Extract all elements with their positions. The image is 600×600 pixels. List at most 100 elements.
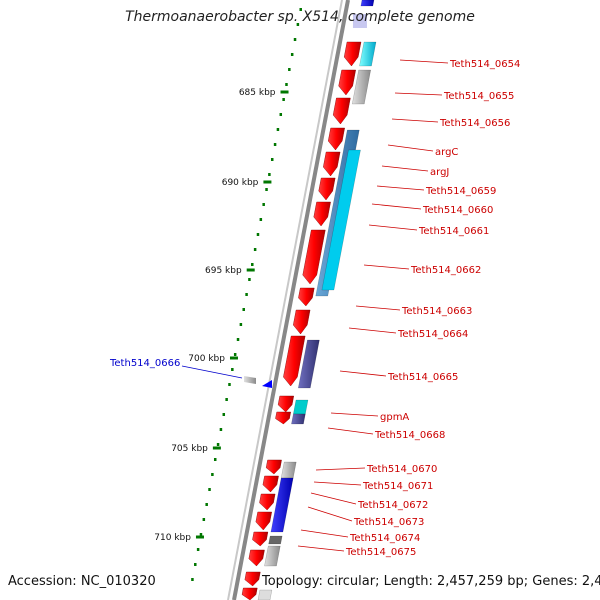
scale-dot xyxy=(296,23,300,26)
gene-label[interactable]: Teth514_0665 xyxy=(387,372,458,383)
gene-label[interactable]: Teth514_0671 xyxy=(362,481,433,492)
scale-dot xyxy=(268,173,271,176)
gene-label[interactable]: Teth514_0655 xyxy=(443,91,514,102)
forward-gene-arrow xyxy=(265,459,282,475)
scale-dot xyxy=(273,143,277,146)
label-leader-line xyxy=(297,545,345,552)
gene-label[interactable]: Teth514_0675 xyxy=(345,547,416,558)
forward-gene-arrow xyxy=(259,493,276,511)
forward-gene-arrow xyxy=(338,69,356,96)
forward-gene-arrow xyxy=(252,531,269,547)
label-leaders xyxy=(181,59,449,552)
scale-dot xyxy=(213,458,217,461)
label-leader-line xyxy=(181,365,243,379)
gene-bar xyxy=(359,41,377,67)
forward-gene-arrow xyxy=(244,571,261,587)
scale-dot xyxy=(251,263,254,266)
forward-gene-arrow xyxy=(248,549,265,567)
backbone-inner xyxy=(227,0,343,600)
forward-gene-arrow xyxy=(293,309,311,335)
scale-dot xyxy=(231,368,234,371)
label-leader-line xyxy=(315,467,366,471)
scale-dot xyxy=(191,578,194,581)
scale-dot xyxy=(236,338,240,341)
gene-bar xyxy=(270,477,294,533)
backbone-outer xyxy=(232,0,350,600)
forward-gene-arrow xyxy=(332,97,351,125)
scale-ruler: 685 kbp 690 kbp 695 kbp 700 kbp 705 kbp 710 k… xyxy=(154,8,302,581)
gene-bar xyxy=(291,413,306,425)
gene-bar xyxy=(352,14,367,28)
scale-dot xyxy=(194,563,197,566)
label-leader-line xyxy=(368,224,418,231)
topology-text: Topology: circular; Length: 2,457,259 bp… xyxy=(262,574,600,589)
scale-dot xyxy=(288,68,291,71)
gene-labels: Teth514_0654 Teth514_0655 Teth514_0656 argC… xyxy=(109,59,520,558)
gene-bar xyxy=(321,149,361,291)
scale-tick xyxy=(263,180,272,184)
forward-gene-arrow xyxy=(262,475,279,493)
gene-label[interactable]: argC xyxy=(435,147,458,158)
forward-gene-arrow xyxy=(283,335,306,387)
label-leader-line xyxy=(387,144,434,152)
scale-dot xyxy=(262,203,265,206)
forward-gene-arrow xyxy=(343,41,362,67)
scale-dot xyxy=(199,533,203,536)
label-leader-line xyxy=(355,305,401,311)
scale-dot xyxy=(276,128,280,131)
scale-dot xyxy=(279,113,283,116)
label-leader-line xyxy=(371,203,422,210)
label-leader-line xyxy=(391,118,439,123)
gene-label[interactable]: Teth514_0662 xyxy=(410,265,481,276)
gene-label[interactable]: Teth514_0674 xyxy=(349,533,420,544)
scale-dot xyxy=(233,353,237,356)
gene-label[interactable]: gpmA xyxy=(380,412,409,423)
scale-dot xyxy=(239,323,243,326)
scale-dot xyxy=(293,38,297,41)
scale-dot xyxy=(253,248,257,251)
gene-label[interactable]: Teth514_0670 xyxy=(366,464,437,475)
gene-label[interactable]: Teth514_0673 xyxy=(353,517,424,528)
forward-gene-arrow xyxy=(318,177,336,201)
gene-label[interactable]: Teth514_0659 xyxy=(425,186,496,197)
scale-dot xyxy=(219,428,223,431)
gene-label[interactable]: Teth514_0660 xyxy=(422,205,493,216)
forward-gene-arrow xyxy=(241,587,258,600)
label-leader-line xyxy=(339,370,387,377)
gene-bar xyxy=(280,461,297,479)
label-leader-line xyxy=(313,481,362,486)
scale-dot xyxy=(248,278,251,281)
gene-label[interactable]: argJ xyxy=(430,167,449,178)
reverse-gene-label[interactable]: Teth514_0666 xyxy=(109,358,180,369)
genome-backbone xyxy=(227,0,350,600)
gene-bar xyxy=(360,0,375,7)
scale-tick xyxy=(195,535,204,539)
map-title: Thermoanaerobacter sp. X514, complete ge… xyxy=(125,9,475,25)
gene-label[interactable]: Teth514_0656 xyxy=(439,118,510,129)
gene-label[interactable]: Teth514_0668 xyxy=(374,430,445,441)
gene-label[interactable]: Teth514_0672 xyxy=(357,500,428,511)
forward-gene-arrow xyxy=(302,229,326,285)
scale-dot xyxy=(228,383,231,386)
scale-label: 695 kbp xyxy=(205,266,242,276)
scale-dot xyxy=(242,308,245,311)
scale-dot xyxy=(285,83,288,86)
scale-dot xyxy=(211,473,214,476)
gene-label[interactable]: Teth514_0664 xyxy=(397,329,468,340)
gene-label[interactable]: Teth514_0654 xyxy=(449,59,520,70)
gene-label[interactable]: Teth514_0663 xyxy=(401,306,472,317)
scale-dot xyxy=(245,293,248,296)
gene-bar xyxy=(293,399,309,415)
gene-bar xyxy=(268,535,283,545)
scale-dot xyxy=(282,98,285,101)
label-leader-line xyxy=(381,165,429,172)
scale-dot xyxy=(259,218,263,221)
gene-bar xyxy=(264,545,281,567)
label-leader-line xyxy=(330,412,379,417)
gene-label[interactable]: Teth514_0661 xyxy=(418,226,489,237)
forward-gene-arrow xyxy=(323,151,341,177)
reverse-gene-bar xyxy=(244,376,256,384)
forward-gene-arrow xyxy=(275,411,291,425)
reverse-gene-arrow xyxy=(262,380,272,388)
